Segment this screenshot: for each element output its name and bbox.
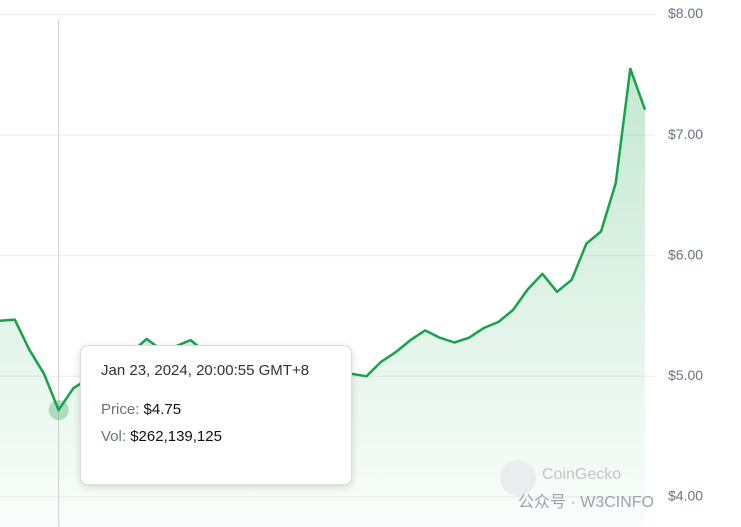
watermark-logo: [500, 460, 536, 496]
y-tick-label: $5.00: [668, 367, 703, 383]
y-tick-label: $7.00: [668, 126, 703, 142]
price-label: Price:: [101, 401, 140, 418]
watermark-brand: CoinGecko: [542, 466, 622, 483]
vol-value: $262,139,125: [130, 428, 222, 445]
price-value: $4.75: [143, 401, 182, 418]
vol-label: Vol:: [101, 428, 127, 445]
y-tick-label: $6.00: [668, 246, 703, 262]
tooltip-date: Jan 23, 2024, 20:00:55 GMT+8: [101, 362, 310, 379]
y-tick-label: $4.00: [668, 488, 703, 504]
hover-point: [48, 400, 69, 421]
tooltip: Jan 23, 2024, 20:00:55 GMT+8 Price: $4.7…: [80, 345, 352, 485]
y-tick-label: $8.00: [668, 5, 703, 21]
watermark-account: 公众号 · W3CINFO: [518, 494, 654, 511]
